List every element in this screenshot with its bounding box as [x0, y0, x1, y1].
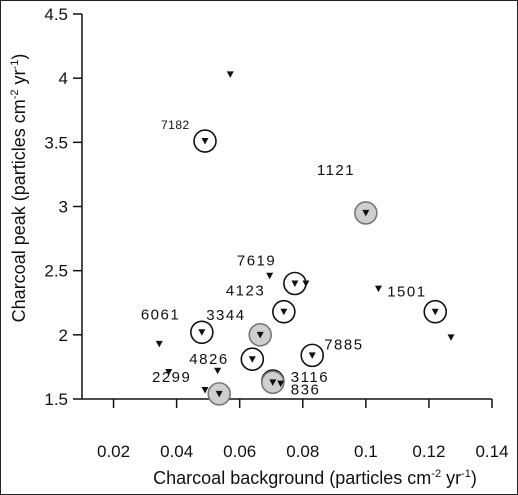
data-point — [374, 285, 382, 293]
x-tick-label: 0.08 — [286, 442, 319, 461]
data-point — [201, 387, 209, 394]
data-point — [226, 71, 234, 78]
y-tick-label: 1.5 — [44, 390, 68, 409]
y-tick-label: 3 — [59, 198, 68, 217]
point-label: 7182 — [161, 118, 190, 132]
point-label: 3344 — [206, 307, 245, 324]
x-axis-title: Charcoal background (particles cm-2 yr-1… — [153, 468, 477, 488]
data-point — [447, 334, 455, 341]
y-tick-label: 3.5 — [44, 133, 68, 152]
data-point — [214, 367, 222, 375]
axes: 1.5 2 2.5 3 3.5 4 4.5 0.02 0.04 0.06 0.08 0.1 0.12 0.… — [44, 5, 508, 461]
data-point — [291, 280, 299, 287]
data-points — [155, 71, 455, 406]
point-label: 1121 — [317, 162, 355, 179]
point-label: 6061 — [141, 306, 180, 323]
y-tick-label: 4.5 — [44, 5, 68, 24]
point-label: 2299 — [152, 369, 191, 386]
data-point — [308, 352, 316, 359]
x-tick-label: 0.04 — [160, 442, 193, 461]
data-point — [155, 340, 163, 348]
y-tick-label: 2.5 — [44, 262, 68, 281]
data-point — [431, 308, 439, 316]
data-point — [256, 331, 264, 339]
x-tick-label: 0.1 — [354, 442, 378, 461]
data-point — [198, 329, 206, 336]
x-tick-label: 0.12 — [412, 442, 445, 461]
data-point — [269, 379, 277, 386]
x-tick-label: 0.14 — [475, 442, 508, 461]
point-label: 836 — [291, 381, 321, 398]
point-label: 4123 — [226, 283, 265, 300]
x-tick-label: 0.02 — [97, 442, 130, 461]
data-point — [362, 209, 370, 217]
point-label: 7619 — [237, 253, 276, 270]
point-label: 1501 — [387, 284, 426, 301]
data-point — [277, 380, 285, 388]
point-label: 7885 — [324, 336, 363, 353]
data-point — [280, 308, 288, 316]
point-labels: 7182 1121 7619 1501 4123 3344 6061 4826 7885 3116… — [141, 118, 426, 398]
point-label: 4826 — [189, 351, 228, 368]
y-tick-label: 2 — [59, 326, 68, 345]
x-tick-label: 0.06 — [223, 442, 256, 461]
data-point — [201, 138, 209, 145]
y-tick-label: 4 — [59, 69, 68, 88]
data-point — [248, 356, 256, 363]
data-point — [266, 272, 274, 280]
point-label: 3116 — [291, 369, 329, 386]
data-point — [302, 280, 310, 287]
data-point — [165, 369, 173, 376]
data-point — [215, 390, 223, 398]
y-axis-title: Charcoal peak (particles cm-2 yr-1) — [9, 54, 29, 323]
